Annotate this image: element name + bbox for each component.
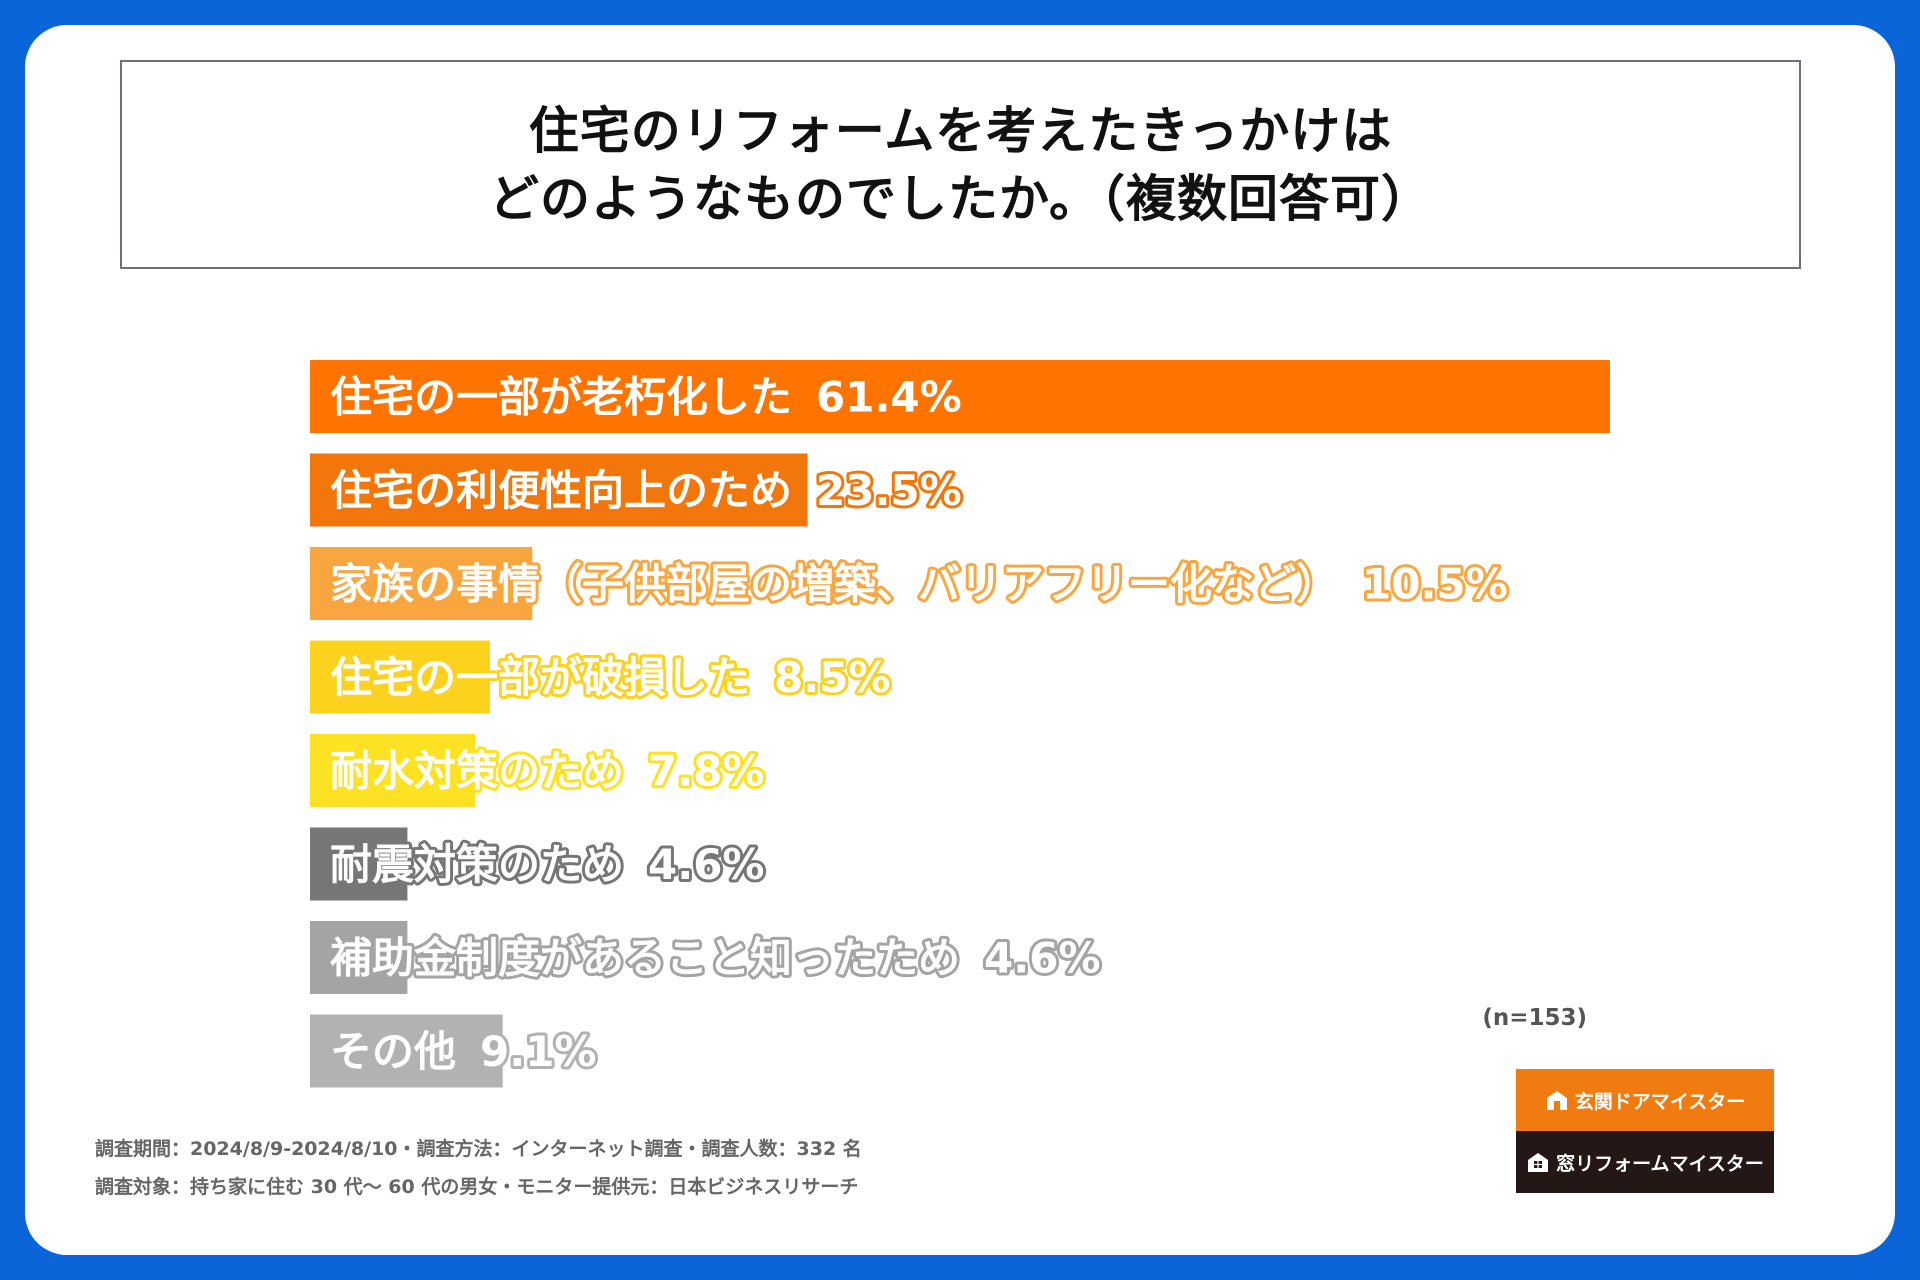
bar-label: 補助金制度があること知ったため 4.6% (330, 934, 1101, 983)
value-label: 9.1% (480, 1027, 596, 1076)
bar (310, 1014, 503, 1088)
category-label: 家族の事情（子供部屋の増築、バリアフリー化など） (330, 560, 1338, 609)
footer-line-1: 調査期間：2024/8/9-2024/8/10・調査方法：インターネット調査・調… (95, 1138, 862, 1160)
bar (310, 921, 408, 994)
value-label: 61.4% (816, 373, 962, 422)
bar-label: 耐水対策のため 7.8% (330, 747, 765, 796)
category-label: 住宅の一部が破損した (330, 653, 750, 702)
value-label: 4.6% (984, 934, 1100, 983)
value-label: 10.5% (1362, 560, 1508, 609)
house-window-icon (1528, 1153, 1549, 1172)
window-meister-logo: 窓リフォームマイスター (1516, 1131, 1774, 1193)
value-label: 23.5% (816, 466, 962, 515)
category-label: 耐水対策のため (330, 747, 624, 796)
category-label: 耐震対策のため (330, 840, 624, 889)
category-label: 補助金制度があること知ったため (330, 934, 960, 983)
bar (310, 453, 808, 527)
footer-line-2: 調査対象：持ち家に住む 30 代～ 60 代の男女・モニター提供元：日本ビジネス… (95, 1176, 859, 1198)
title-line-2: どのようなものでしたか。（複数回答可） (489, 169, 1432, 228)
house-door-icon (1546, 1091, 1567, 1110)
title-line-1: 住宅のリフォームを考えたきっかけは (528, 101, 1393, 160)
value-label: 4.6% (648, 840, 764, 889)
bar-label: 家族の事情（子供部屋の増築、バリアフリー化など） 10.5% (330, 560, 1508, 609)
door-meister-label: 玄関ドアマイスター (1574, 1090, 1746, 1113)
bar (310, 734, 476, 807)
value-label: 7.8% (648, 747, 764, 796)
bar-label: 住宅の一部が破損した 8.5% (330, 653, 891, 702)
bar (310, 640, 490, 714)
door-meister-logo: 玄関ドアマイスター (1516, 1069, 1774, 1131)
bar (310, 360, 1610, 433)
category-label: 住宅の一部が老朽化した (330, 373, 792, 422)
bar-label: 住宅の利便性向上のため 23.5% (330, 466, 962, 515)
bar (310, 547, 533, 620)
category-label: 住宅の利便性向上のため (330, 466, 792, 515)
category-label: その他 (330, 1027, 456, 1076)
bar-label: 住宅の一部が老朽化した 61.4% (330, 373, 962, 422)
value-label: 8.5% (774, 653, 890, 702)
title-box: 住宅のリフォームを考えたきっかけは どのようなものでしたか。（複数回答可） (120, 60, 1801, 269)
sample-size-note: (n=153) (1482, 1005, 1587, 1031)
window-meister-label: 窓リフォームマイスター (1556, 1152, 1764, 1175)
survey-footer: 調査期間：2024/8/9-2024/8/10・調査方法：インターネット調査・調… (95, 1130, 862, 1206)
bar (310, 827, 408, 901)
bar-label: 耐震対策のため 4.6% (330, 840, 765, 889)
bar-label: その他 9.1% (330, 1027, 597, 1076)
